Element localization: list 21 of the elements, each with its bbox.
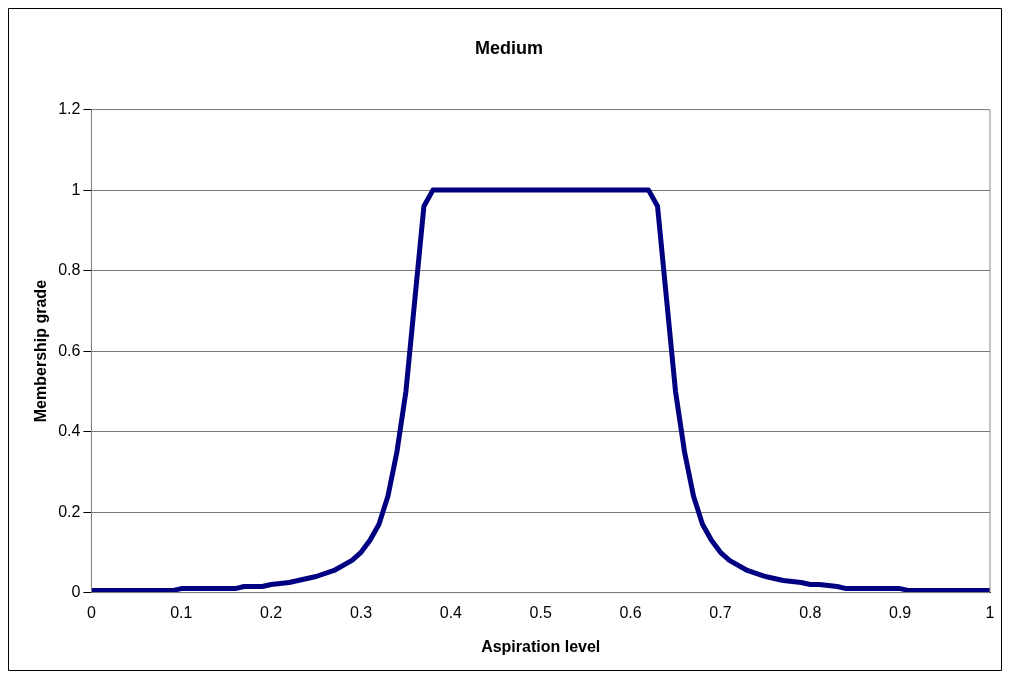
y-tick-label: 1.2 xyxy=(58,100,81,118)
y-tick-label: 1 xyxy=(71,180,81,198)
x-tick-label: 1 xyxy=(985,603,995,621)
y-axis-title: Membership grade xyxy=(32,279,50,423)
x-tick-label: 0.1 xyxy=(170,603,193,621)
x-tick-label: 0.3 xyxy=(349,603,373,621)
x-tick-label: 0.2 xyxy=(260,603,283,621)
x-tick-label: 0 xyxy=(86,603,96,621)
y-tick-label: 0.2 xyxy=(58,502,81,520)
x-tick-label: 0.4 xyxy=(439,603,463,621)
x-tick-label: 0.6 xyxy=(619,603,642,621)
chart-title: Medium xyxy=(474,37,544,58)
x-tick-label: 0.7 xyxy=(709,603,732,621)
y-tick-label: 0.8 xyxy=(58,261,81,279)
x-axis-title: Aspiration level xyxy=(481,637,601,655)
y-tick-label: 0 xyxy=(71,583,81,601)
x-tick-label: 0.9 xyxy=(889,603,912,621)
y-tick-label: 0.4 xyxy=(58,422,81,440)
y-tick-label: 0.6 xyxy=(58,341,81,359)
x-tick-label: 0.5 xyxy=(529,603,552,621)
x-tick-label: 0.8 xyxy=(799,603,822,621)
